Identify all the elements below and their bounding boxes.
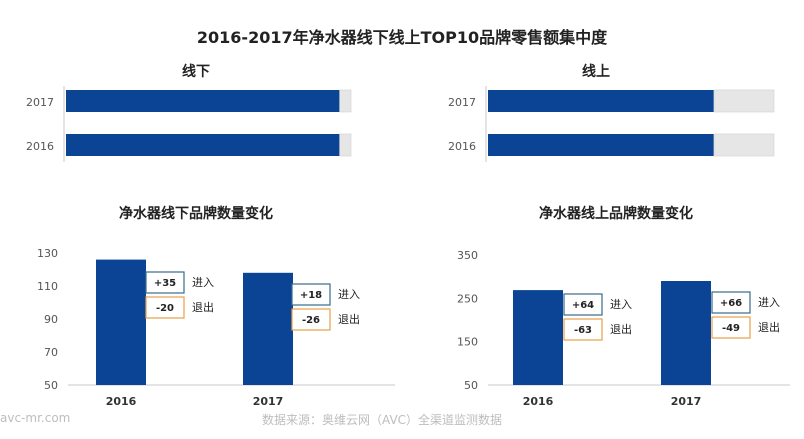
brands-entered-value: +18	[300, 290, 322, 301]
category-tick-label: 2017	[253, 395, 284, 408]
y-tick-label: 150	[457, 336, 478, 349]
y-tick-label: 350	[457, 249, 478, 262]
brands-exited-value: -49	[722, 323, 740, 334]
brand-count-chart-title: 净水器线下品牌数量变化	[119, 205, 273, 222]
category-tick-label: 2016	[26, 140, 54, 153]
brands-exited-label: 退出	[758, 320, 780, 334]
chart-title: 2016-2017年净水器线下线上TOP10品牌零售额集中度	[196, 28, 608, 47]
y-tick-label: 50	[464, 379, 478, 392]
brands-entered-label: 进入	[610, 298, 632, 311]
brands-exited-box	[711, 316, 751, 339]
y-tick-label: 110	[37, 280, 58, 293]
y-tick-label: 90	[44, 313, 58, 326]
top10-share-bar	[488, 90, 714, 112]
brand-count-bar	[513, 290, 563, 385]
other-share-bar	[339, 89, 352, 113]
site-watermark: avc-mr.com	[0, 411, 71, 425]
brands-entered-value: +66	[720, 298, 742, 309]
category-tick-label: 2017	[671, 395, 702, 408]
other-share-bar	[713, 89, 775, 113]
brands-exited-label: 退出	[338, 312, 360, 326]
brand-count-bar	[661, 281, 711, 385]
category-tick-label: 2016	[106, 395, 137, 408]
brands-exited-box	[563, 318, 603, 341]
category-tick-label: 2017	[448, 96, 476, 109]
brands-entered-value: +35	[154, 278, 176, 289]
top10-share-bar	[66, 134, 340, 156]
top10-share-bar	[488, 134, 714, 156]
brands-entered-value: +64	[572, 300, 594, 311]
y-tick-label: 130	[37, 247, 58, 260]
other-share-bar	[713, 133, 775, 157]
brands-entered-label: 进入	[758, 296, 780, 309]
category-tick-label: 2016	[448, 140, 476, 153]
other-share-bar	[339, 133, 352, 157]
y-tick-label: 70	[44, 346, 58, 359]
brands-exited-value: -63	[574, 325, 592, 336]
category-tick-label: 2017	[26, 96, 54, 109]
y-tick-label: 50	[44, 379, 58, 392]
category-tick-label: 2016	[523, 395, 554, 408]
brand-count-bar	[243, 272, 293, 385]
brands-exited-label: 退出	[610, 322, 632, 336]
brands-entered-label: 进入	[192, 276, 214, 289]
y-tick-label: 250	[457, 292, 478, 305]
brand-count-chart-title: 净水器线上品牌数量变化	[539, 205, 693, 222]
brands-entered-label: 进入	[338, 288, 360, 301]
brands-exited-box	[145, 296, 185, 319]
brands-exited-value: -26	[302, 315, 320, 326]
brands-entered-box	[291, 283, 331, 306]
brands-exited-box	[291, 308, 331, 331]
brands-exited-value: -20	[156, 303, 174, 314]
data-source-note: 数据来源：奥维云网（AVC）全渠道监测数据	[262, 413, 503, 427]
concentration-chart-title: 线下	[182, 63, 210, 80]
brands-entered-box	[711, 291, 751, 314]
concentration-chart-title: 线上	[582, 63, 610, 80]
brand-count-bar	[96, 259, 146, 385]
brands-entered-box	[145, 271, 185, 294]
brands-exited-label: 退出	[192, 300, 214, 314]
top10-share-bar	[66, 90, 340, 112]
brands-entered-box	[563, 293, 603, 316]
